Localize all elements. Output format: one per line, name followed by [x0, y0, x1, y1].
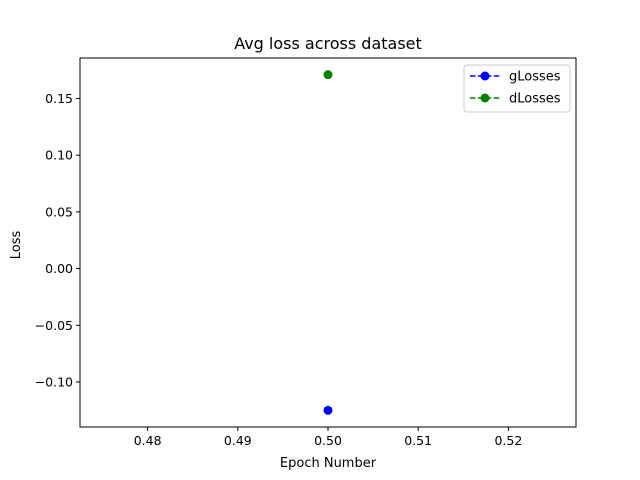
x-tick-label: 0.48	[134, 433, 162, 448]
plot-area	[80, 58, 576, 427]
y-axis-ticks: −0.10 −0.05 0.00 0.05 0.10 0.15	[35, 91, 80, 389]
gLosses-point	[323, 405, 333, 415]
axes-frame	[79, 57, 577, 428]
y-axis-label: Loss	[9, 231, 24, 260]
y-tick-label: 0.05	[45, 204, 73, 219]
y-tick-label: 0.15	[45, 91, 73, 106]
gLosses-legend-label: gLosses	[509, 70, 561, 85]
x-tick-label: 0.49	[224, 433, 252, 448]
x-tick-label: 0.51	[404, 433, 432, 448]
y-tick-label: 0.10	[45, 148, 73, 163]
axes-background	[80, 58, 576, 427]
y-tick-label: −0.05	[35, 318, 73, 333]
gLosses-legend-marker	[480, 71, 490, 81]
x-axis-ticks: 0.48 0.49 0.50 0.51 0.52	[134, 427, 522, 448]
y-tick-label: 0.00	[45, 261, 73, 276]
dLosses-point	[323, 70, 333, 80]
data-marks	[323, 70, 333, 415]
y-tick-label: −0.10	[35, 374, 73, 389]
dLosses-legend-marker	[480, 93, 490, 103]
legend: gLosses dLosses	[463, 64, 571, 113]
x-tick-label: 0.52	[494, 433, 522, 448]
chart-title: Avg loss across dataset	[234, 34, 422, 53]
dLosses-legend-label: dLosses	[509, 92, 561, 107]
x-axis-label: Epoch Number	[280, 456, 377, 471]
x-tick-label: 0.50	[314, 433, 342, 448]
